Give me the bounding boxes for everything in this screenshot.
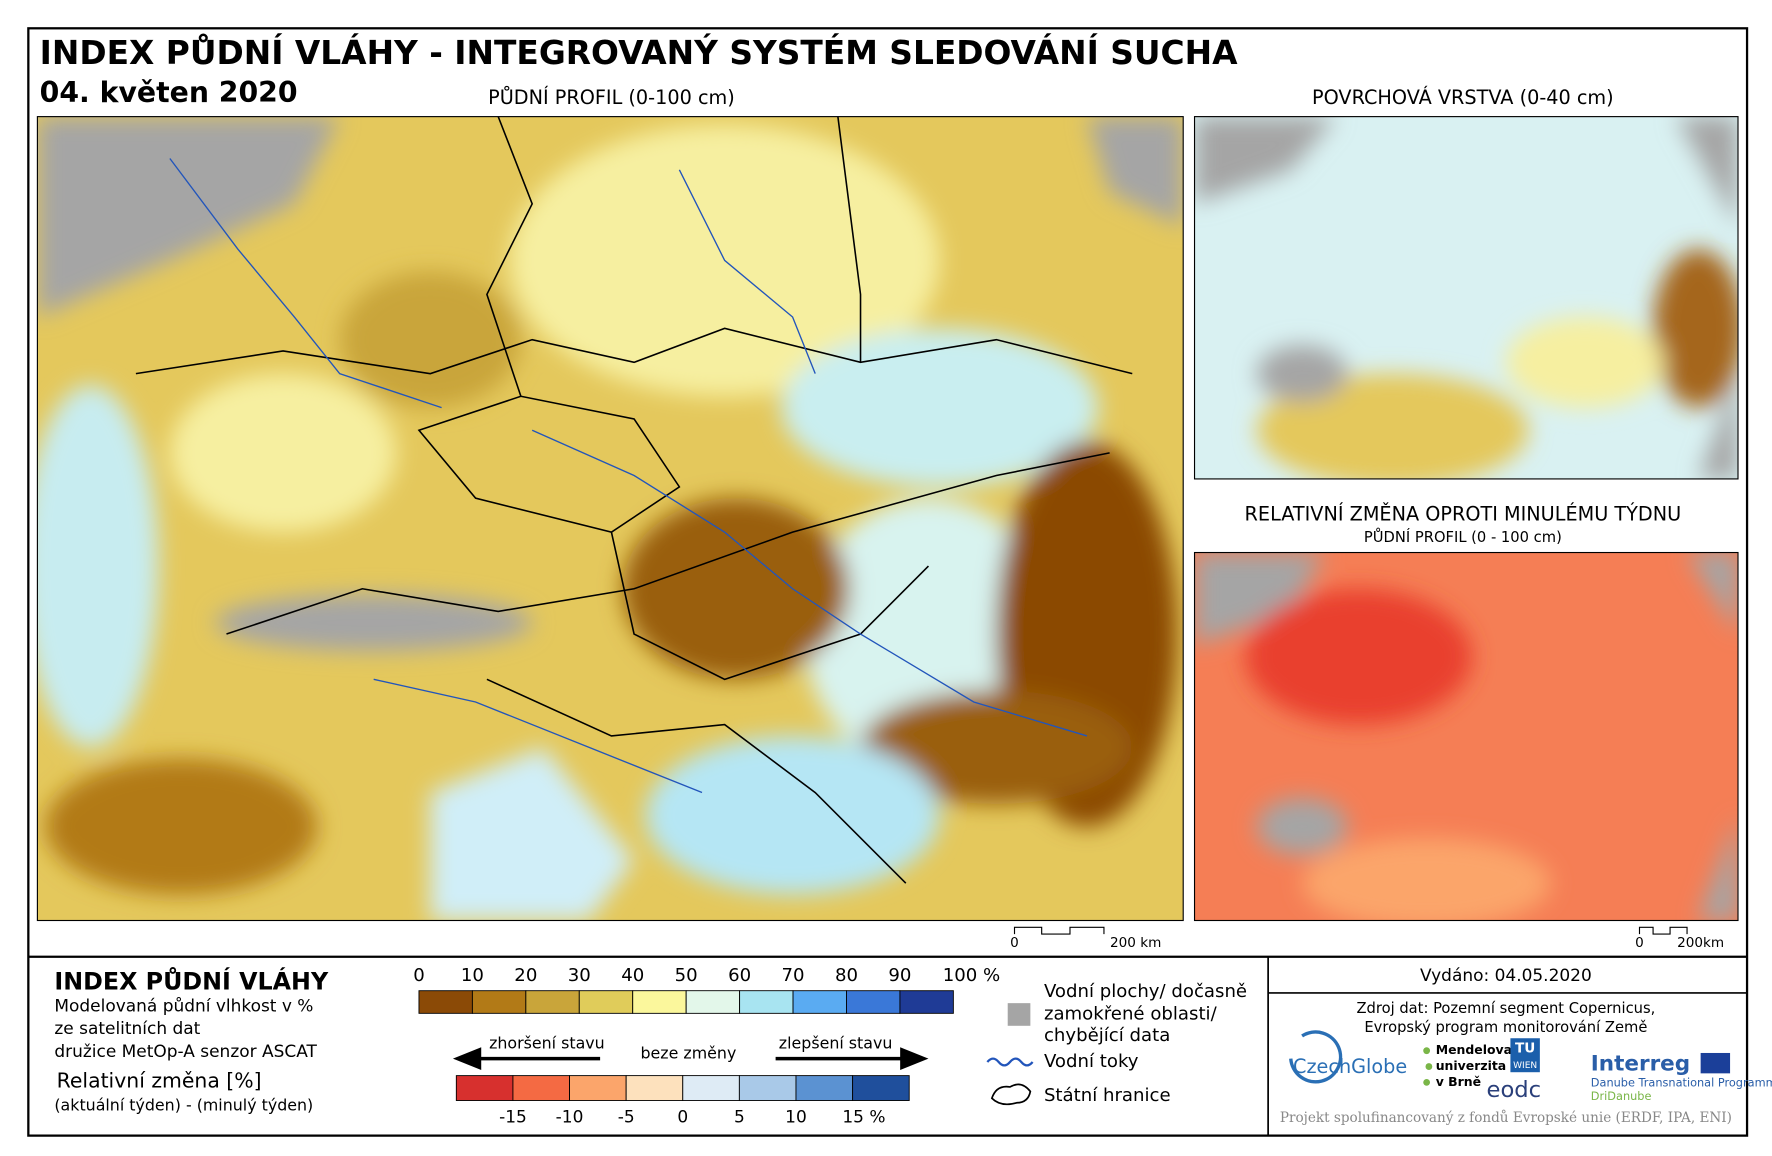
panel-subtitle: PŮDNÍ PROFIL (0 - 100 cm) <box>1364 528 1562 546</box>
tick-label: 70 <box>782 965 805 986</box>
color-swatch <box>852 1075 910 1101</box>
legend-text: ze satelitních dat <box>54 1019 200 1039</box>
surface-map <box>1194 116 1738 479</box>
tick-label: 10 <box>461 965 484 986</box>
symbol-legend: Vodní plochy/ dočasně zamokřené oblasti/… <box>986 981 1247 1106</box>
color-swatch <box>512 1075 570 1101</box>
tick-label: 15 % <box>842 1108 885 1128</box>
tick-label: 80 <box>835 965 858 986</box>
logo: Danube Transnational Programme <box>1591 1076 1772 1090</box>
color-swatch <box>795 1075 854 1101</box>
change-map <box>1194 552 1738 921</box>
scale-label: 0 <box>1635 935 1644 951</box>
tick-label: 90 <box>888 965 911 986</box>
arrow-label: zlepšení stavu <box>779 1033 893 1052</box>
tick-label: 20 <box>514 965 537 986</box>
tick-label: -5 <box>618 1108 635 1128</box>
scalebar: 0 200 km 0 200km <box>1010 926 1724 951</box>
scale-label: 0 <box>1010 935 1019 951</box>
index-colorbar: 0 10 20 30 40 50 60 70 80 90 100 % <box>413 965 1001 1014</box>
tick-label: 30 <box>568 965 591 986</box>
panel-title: RELATIVNÍ ZMĚNA OPROTI MINULÉMU TÝDNU <box>1245 503 1682 526</box>
legend-text: zamokřené oblasti/ <box>1044 1003 1218 1024</box>
map-frame <box>1193 551 1739 922</box>
color-swatch <box>738 1075 797 1101</box>
tick-label: 60 <box>728 965 751 986</box>
color-swatch <box>899 990 954 1014</box>
footer: Projekt spolufinancovaný z fondů Evropsk… <box>1280 1110 1732 1126</box>
color-swatch <box>682 1075 740 1101</box>
source: Evropský program monitorování Země <box>1364 1019 1647 1036</box>
color-swatch <box>418 990 473 1014</box>
legend-change-title: Relativní změna [%] <box>57 1068 262 1092</box>
legend-text: chybějící data <box>1044 1025 1170 1046</box>
legend-text: Vodní plochy/ dočasně <box>1044 981 1247 1002</box>
color-swatch <box>846 990 901 1014</box>
logos: CzechGlobe Mendelova univerzita v Brně T… <box>1289 1030 1772 1103</box>
color-swatch <box>632 990 687 1014</box>
scale-label: 200 km <box>1110 935 1161 951</box>
color-swatch <box>578 990 634 1014</box>
tick-label: -15 <box>499 1108 527 1128</box>
issued: Vydáno: 04.05.2020 <box>1420 966 1592 986</box>
color-swatch <box>525 990 580 1014</box>
legend-text: (aktuální týden) - (minulý týden) <box>54 1096 313 1115</box>
tick-label: 0 <box>413 965 425 986</box>
scale-label: 200km <box>1677 935 1724 951</box>
logo: TU <box>1515 1040 1535 1056</box>
change-colorbar: -15 -10 -5 0 5 10 15 % <box>455 1075 910 1128</box>
main-map <box>37 116 1184 921</box>
color-swatch <box>685 990 741 1014</box>
tick-label: 0 <box>677 1108 688 1128</box>
logo: Interreg <box>1591 1051 1690 1076</box>
tick-label: 5 <box>734 1108 745 1128</box>
logo: WIEN <box>1513 1061 1537 1071</box>
arrow-label: beze změny <box>641 1044 737 1063</box>
arrow-label: zhoršení stavu <box>489 1033 605 1052</box>
legend-text: Modelovaná půdní vlhkost v % <box>54 997 313 1017</box>
source: Zdroj dat: Pozemní segment Copernicus, <box>1356 1000 1655 1017</box>
tick-label: 10 <box>785 1108 807 1128</box>
legend-text: Státní hranice <box>1044 1085 1171 1106</box>
color-swatch <box>471 990 527 1014</box>
legend-text: družice MetOp-A senzor ASCAT <box>54 1042 317 1062</box>
logo: univerzita <box>1436 1058 1506 1073</box>
date: 04. květen 2020 <box>40 76 298 109</box>
legend-text: Vodní toky <box>1044 1051 1139 1072</box>
tick-label: -10 <box>556 1108 584 1128</box>
color-swatch <box>792 990 847 1014</box>
title: INDEX PŮDNÍ VLÁHY - INTEGROVANÝ SYSTÉM S… <box>40 32 1238 72</box>
logo: eodc <box>1487 1077 1542 1103</box>
tick-label: 50 <box>675 965 698 986</box>
color-swatch <box>739 990 794 1014</box>
arrows: zhoršení stavu beze změny zlepšení stavu <box>452 1033 929 1070</box>
map-frame <box>36 116 1184 922</box>
tick-label: 40 <box>621 965 644 986</box>
logo: CzechGlobe <box>1293 1055 1407 1078</box>
logo: Mendelova <box>1436 1042 1512 1057</box>
color-swatch <box>455 1075 514 1101</box>
tick-label: 100 % <box>943 965 1001 986</box>
panel-title: PŮDNÍ PROFIL (0-100 cm) <box>488 85 735 109</box>
logo: DriDanube <box>1591 1089 1652 1103</box>
logo: v Brně <box>1436 1074 1481 1089</box>
panel-title: POVRCHOVÁ VRSTVA (0-40 cm) <box>1312 86 1614 109</box>
color-swatch <box>569 1075 627 1101</box>
map-frame <box>1193 116 1739 480</box>
legend-title: INDEX PŮDNÍ VLÁHY <box>54 967 329 995</box>
color-swatch <box>625 1075 684 1101</box>
